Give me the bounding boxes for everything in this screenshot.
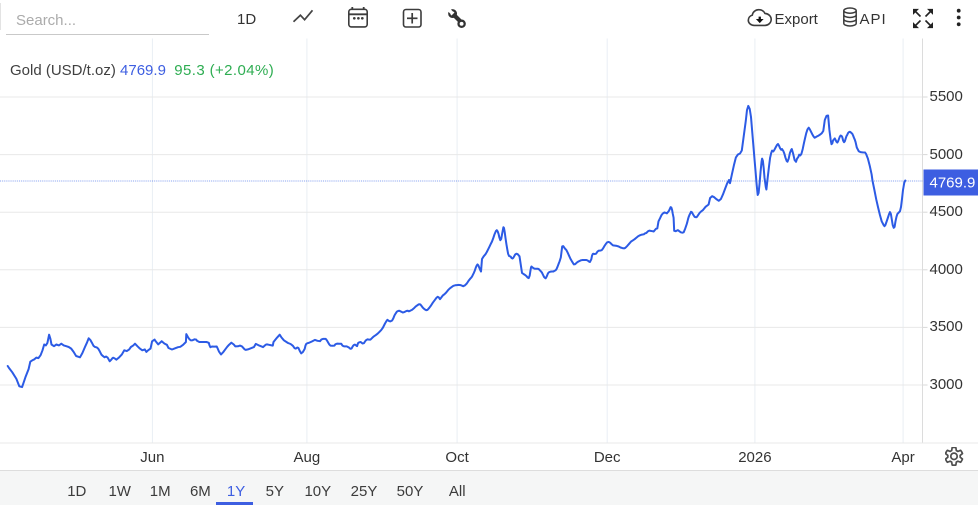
svg-text:4769.9: 4769.9 (930, 175, 976, 192)
